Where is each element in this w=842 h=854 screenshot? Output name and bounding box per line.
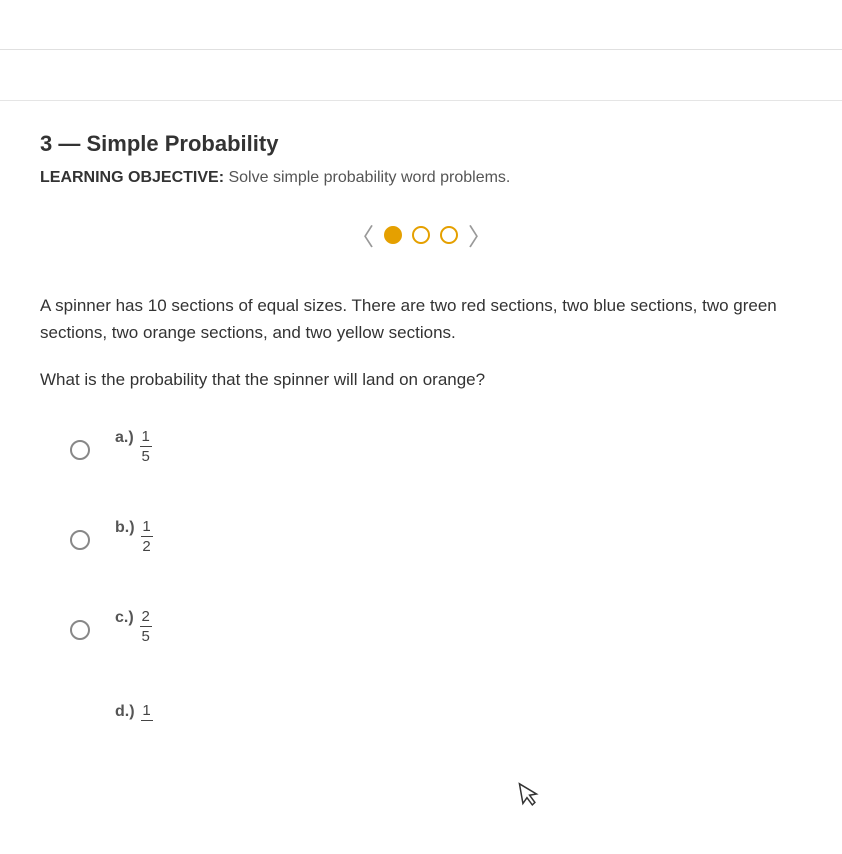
radio-a[interactable] [70,440,90,460]
objective-text: Solve simple probability word problems. [228,169,510,186]
pager-dot-3[interactable] [440,226,458,244]
choice-d-fraction: 1 [141,703,153,723]
choice-a: a.) 1 5 [70,429,802,464]
choice-d-content: d.) 1 [115,703,153,723]
learning-objective: LEARNING OBJECTIVE: Solve simple probabi… [40,169,802,187]
section-title: 3 — Simple Probability [40,131,802,157]
pager-dot-1[interactable] [384,226,402,244]
question-context: A spinner has 10 sections of equal sizes… [40,292,802,346]
radio-c[interactable] [70,620,90,640]
pager-dot-2[interactable] [412,226,430,244]
chevron-right-icon[interactable]: 〉 [468,217,492,252]
choice-b-fraction: 1 2 [141,519,153,554]
choice-a-content: a.) 1 5 [115,429,152,464]
choice-b-numerator: 1 [141,519,153,537]
choice-c-denominator: 5 [140,627,152,644]
choice-b-label: b.) [115,519,135,537]
choice-d-label: d.) [115,703,135,721]
choice-d-denominator [141,721,153,723]
section-dash: — [58,131,80,156]
choice-b-denominator: 2 [141,537,153,554]
choice-c-label: c.) [115,609,134,627]
choice-b-content: b.) 1 2 [115,519,153,554]
content-area: 3 — Simple Probability LEARNING OBJECTIV… [0,100,842,727]
chevron-left-icon[interactable]: 〈 [350,217,374,252]
answer-choices: a.) 1 5 b.) 1 2 [40,429,802,727]
question-prompt: What is the probability that the spinner… [40,366,802,393]
question-pager: 〈 〉 [40,217,802,252]
choice-a-denominator: 5 [140,447,152,464]
page-container: 3 — Simple Probability LEARNING OBJECTIV… [0,0,842,854]
choice-a-fraction: 1 5 [140,429,152,464]
objective-label: LEARNING OBJECTIVE: [40,169,224,186]
top-toolbar [0,0,842,50]
section-number: 3 [40,131,52,156]
choice-a-label: a.) [115,429,134,447]
section-name: Simple Probability [87,131,279,156]
choice-c-fraction: 2 5 [140,609,152,644]
choice-c-numerator: 2 [140,609,152,627]
cursor-icon [517,778,545,816]
choice-c: c.) 2 5 [70,609,802,644]
choice-d: d.) 1 [70,699,802,727]
choice-c-content: c.) 2 5 [115,609,152,644]
radio-b[interactable] [70,530,90,550]
choice-a-numerator: 1 [140,429,152,447]
choice-d-numerator: 1 [141,703,153,721]
choice-b: b.) 1 2 [70,519,802,554]
